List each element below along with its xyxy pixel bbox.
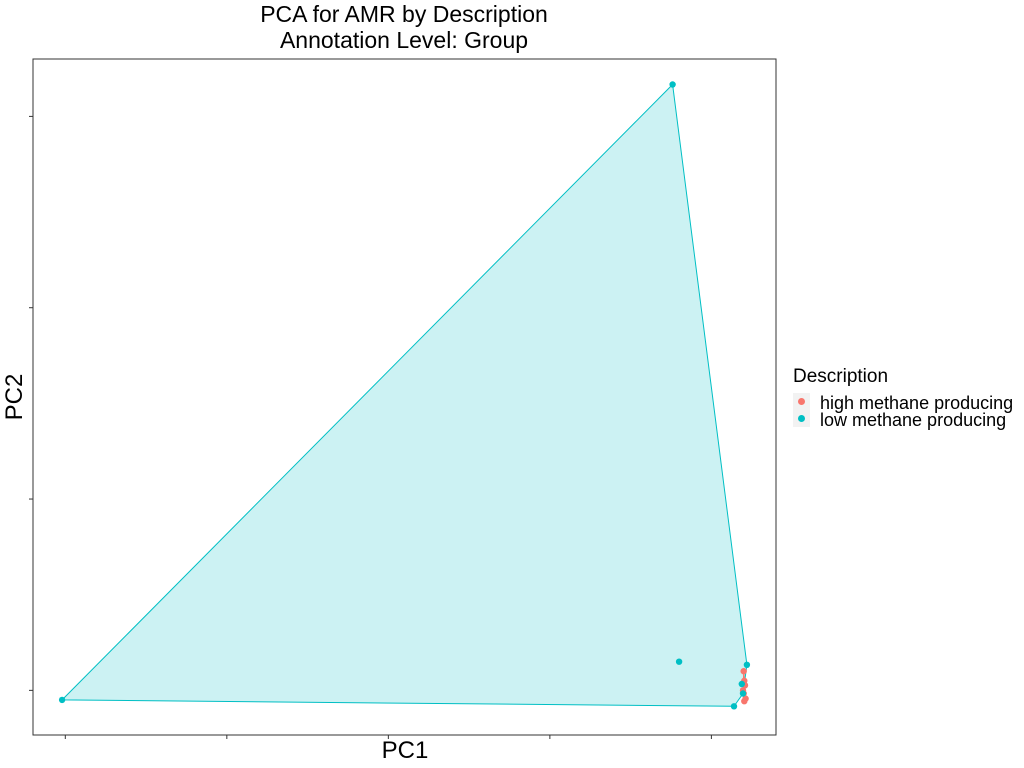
points-layer (58, 81, 751, 710)
plot-border (32, 58, 777, 736)
legend-title: Description (793, 366, 888, 387)
point-high-methane-producing (741, 698, 748, 705)
chart-title: PCA for AMR by Description (260, 1, 548, 27)
chart-subtitle: Annotation Level: Group (280, 27, 528, 53)
legend-key-low (798, 415, 805, 422)
y-axis-ticks (29, 115, 33, 691)
hull-layer (60, 83, 748, 707)
legend-key-high (798, 398, 805, 405)
point-low-methane-producing (730, 703, 738, 710)
point-low-methane-producing (675, 658, 683, 665)
point-low-methane-producing (739, 690, 747, 697)
legend: Description high methane producing low m… (793, 366, 1013, 430)
hull-low-methane-producing (60, 83, 748, 707)
point-low-methane-producing (58, 696, 66, 704)
point-low-methane-producing (738, 680, 745, 688)
point-high-methane-producing (740, 668, 747, 675)
point-low-methane-producing (743, 661, 751, 668)
legend-label-low: low methane producing (820, 410, 1006, 430)
x-axis-label: PC1 (382, 737, 429, 764)
x-axis-ticks (64, 735, 712, 739)
plot-area (58, 81, 751, 710)
y-axis-label: PC2 (1, 374, 28, 421)
legend-label-high: high methane producing (820, 393, 1013, 413)
point-low-methane-producing (669, 81, 676, 88)
